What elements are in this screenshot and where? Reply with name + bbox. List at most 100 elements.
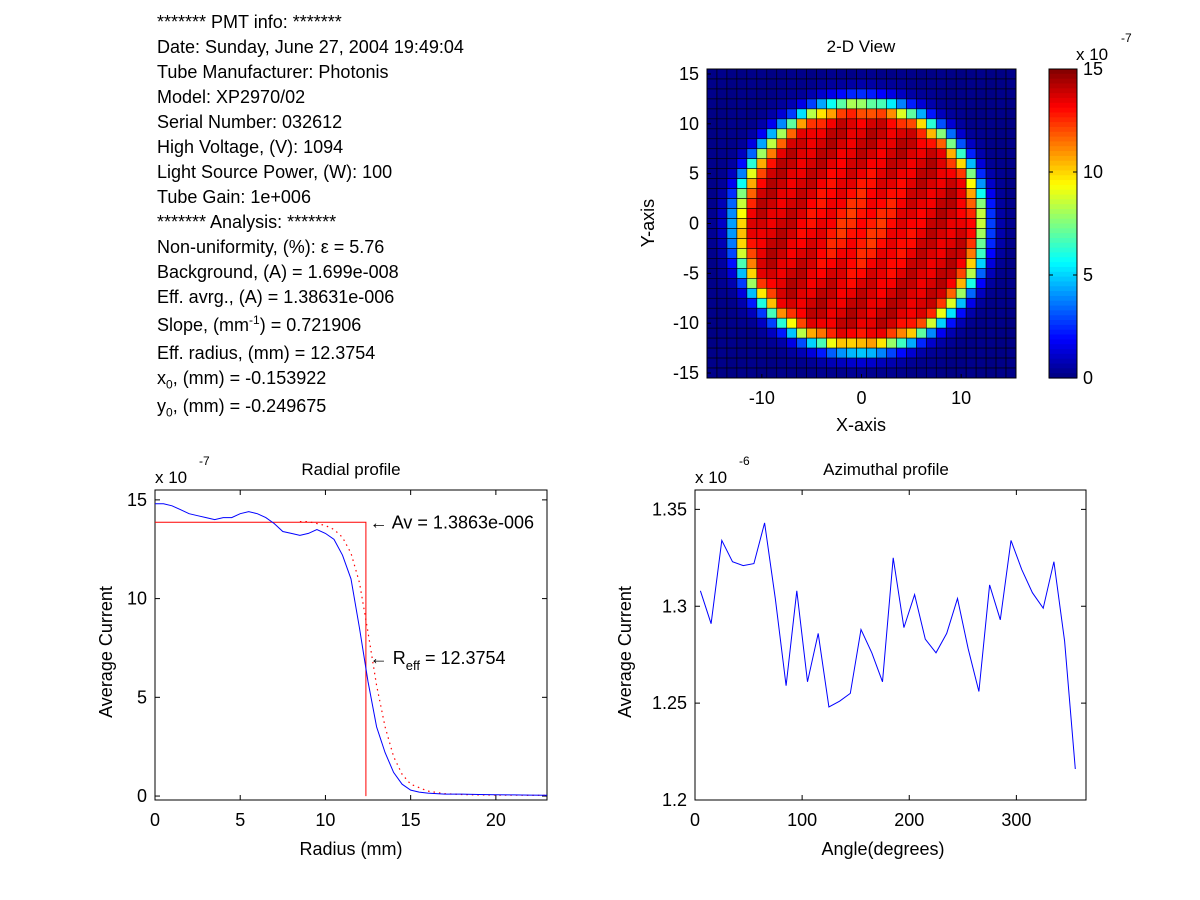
heatmap-cell [995, 198, 1007, 209]
heatmap-cell [706, 98, 718, 110]
heatmap-cell [896, 218, 907, 229]
heatmap-cell [816, 138, 827, 150]
heatmap-cell [826, 108, 837, 120]
heatmap-cell [846, 108, 857, 120]
reff-subscript: eff [406, 658, 421, 673]
heatmap-cell [736, 198, 748, 209]
heatmap-cell [856, 258, 867, 269]
heatmap-cell [836, 138, 847, 150]
heatmap-cell [945, 367, 957, 379]
heatmap-cell [806, 367, 817, 379]
heatmap-cell [945, 347, 957, 359]
heatmap-cell [896, 168, 907, 179]
heatmap-cell [925, 168, 937, 179]
heatmap-cell [826, 128, 837, 140]
heatmap-cell [995, 248, 1007, 259]
heatmap-cell [1005, 327, 1017, 339]
heatmap-cell [906, 327, 917, 339]
heatmap-cell [796, 178, 807, 189]
heatmap-cell [866, 108, 877, 120]
heatmap-cell [995, 88, 1007, 100]
heatmap-cell [716, 278, 728, 289]
heatmap-cell [836, 307, 847, 319]
heatmap-cell [896, 98, 907, 110]
heatmap-cell [806, 188, 817, 199]
heatmap-cell [975, 317, 987, 329]
heatmap-cell [806, 78, 817, 90]
heatmap-cell [856, 118, 867, 130]
heatmap-cell [726, 78, 738, 90]
heatmap-cell [906, 178, 917, 189]
heatmap-cell [716, 238, 728, 249]
heatmap-cell [1005, 108, 1017, 120]
heatmap-cell [866, 357, 877, 369]
radial-annotation-average: ← Av = 1.3863e-006 [370, 512, 534, 532]
heatmap-cell [776, 108, 788, 120]
heatmap-cell [906, 317, 917, 329]
heatmap-cell [896, 68, 907, 80]
heatmap-cell [846, 337, 857, 349]
heatmap-cell [716, 248, 728, 259]
heatmap-cell [806, 208, 817, 219]
heatmap-ytick-label: -10 [673, 313, 699, 333]
heatmap-cell [906, 228, 917, 239]
heatmap-cell [975, 337, 987, 349]
heatmap-cell [846, 198, 857, 209]
heatmap-cell [776, 307, 788, 319]
radial-exponent-base: x 10 [155, 468, 187, 487]
heatmap-cell [916, 138, 927, 150]
heatmap-cell [776, 158, 788, 169]
heatmap-cell [856, 307, 867, 319]
heatmap-cell [796, 248, 807, 259]
radial-ylabel: Average Current [96, 586, 116, 718]
heatmap-cell [716, 307, 728, 319]
heatmap-cell [935, 228, 947, 239]
heatmap-cell [726, 307, 738, 319]
heatmap-cell [746, 78, 758, 90]
colorbar-segment [1049, 271, 1077, 278]
heatmap-cell [846, 118, 857, 130]
heatmap-cell [746, 307, 758, 319]
heatmap-cell [816, 78, 827, 90]
info-model: Model: XP2970/02 [157, 87, 306, 107]
heatmap-cell [876, 98, 887, 110]
heatmap-cell [786, 188, 798, 199]
heatmap-cell [886, 158, 897, 169]
heatmap-cell [1005, 297, 1017, 309]
colorbar-segment [1049, 218, 1077, 225]
colorbar-segment [1049, 233, 1077, 239]
colorbar-exponent-base: x 10 [1076, 45, 1108, 64]
slope-exponent: -1 [249, 313, 260, 327]
heatmap-cell [916, 367, 927, 379]
heatmap-cell [975, 268, 987, 279]
heatmap-cell [766, 138, 778, 150]
heatmap-cell [776, 168, 788, 179]
heatmap-cell [935, 128, 947, 140]
heatmap-cell [965, 118, 977, 130]
heatmap-cell [995, 118, 1007, 130]
heatmap-cell [826, 248, 837, 259]
colorbar-segment [1049, 252, 1077, 258]
heatmap-cell [836, 148, 847, 160]
heatmap-cell [965, 108, 977, 120]
ytick-label: 1.3 [662, 596, 687, 616]
heatmap-cell [995, 158, 1007, 169]
heatmap-cell [1005, 158, 1017, 169]
heatmap-cell [786, 258, 798, 269]
heatmap-cell [876, 168, 887, 179]
heatmap-cell [1005, 218, 1017, 229]
heatmap-cell [945, 168, 957, 179]
heatmap-cell [955, 118, 967, 130]
heatmap-cell [916, 357, 927, 369]
heatmap-cell [985, 317, 997, 329]
heatmap-cell [776, 218, 788, 229]
heatmap-cell [746, 238, 758, 249]
heatmap-cell [925, 108, 937, 120]
azimuthal-axes-box [694, 489, 1087, 801]
heatmap-cell [896, 268, 907, 279]
heatmap-cell [965, 248, 977, 259]
heatmap-cell [826, 208, 837, 219]
heatmap-cell [846, 128, 857, 140]
heatmap-cell [866, 347, 877, 359]
heatmap-cell [856, 138, 867, 150]
